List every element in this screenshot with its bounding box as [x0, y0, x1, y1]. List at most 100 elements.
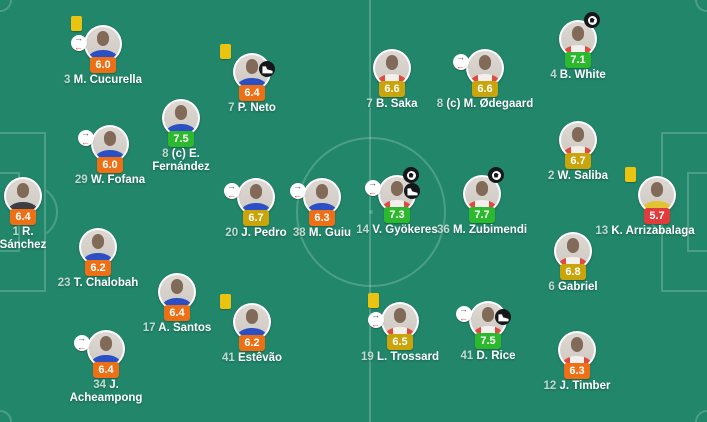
player-number: 17	[142, 322, 156, 334]
yellow-card-icon	[625, 167, 636, 182]
player[interactable]: 6.6 8 (c) M. Ødegaard	[437, 49, 533, 110]
player-number: 36	[436, 224, 450, 236]
player-number: 41	[460, 350, 474, 362]
player[interactable]: 7.7 36 M. Zubimendi	[437, 167, 527, 236]
player[interactable]: 6.0 3 M. Cucurella	[64, 16, 142, 86]
player-name: 29 W. Fofana	[64, 174, 156, 187]
player-number: 3	[64, 74, 71, 86]
player[interactable]: 6.2 23 T. Chalobah	[58, 228, 138, 289]
player-photo	[561, 123, 595, 157]
substitution-icon	[71, 34, 87, 52]
player-photo	[81, 230, 115, 264]
player-name: 7 B. Saka	[346, 98, 438, 111]
player-surname: B. White	[559, 69, 606, 81]
player-name: 34 J. Acheampong	[68, 379, 144, 405]
player-surname: R. Sánchez	[0, 226, 47, 251]
player-name: 38 M. Guiu	[276, 227, 368, 240]
substitution-icon	[368, 311, 384, 329]
player[interactable]: 6.7 20 J. Pedro	[224, 178, 287, 239]
player-rating-badge: 6.4	[93, 362, 119, 378]
player-rating-badge: 7.5	[168, 131, 194, 147]
player[interactable]: 6.4 17 A. Santos	[143, 273, 211, 334]
player-photo	[89, 332, 123, 366]
player-avatar	[554, 232, 592, 270]
assist-icon	[259, 61, 275, 77]
yellow-card-icon	[71, 16, 82, 31]
player-number: 6	[548, 281, 555, 293]
player[interactable]: 7.3 14 V. Gyökeres	[356, 167, 438, 236]
player-avatar	[4, 177, 42, 215]
player[interactable]: 7.5 41 D. Rice	[456, 301, 516, 362]
player-photo	[383, 304, 417, 338]
player-avatar	[233, 303, 271, 341]
player-rating-badge: 7.5	[475, 333, 501, 349]
player-surname: K. Arrizabalaga	[611, 225, 695, 237]
player-avatar	[79, 228, 117, 266]
player-avatar	[158, 273, 196, 311]
player[interactable]: 6.3 38 M. Guiu	[290, 178, 351, 239]
player[interactable]: 6.0 29 W. Fofana	[75, 125, 145, 186]
player-number: 2	[547, 170, 555, 182]
player[interactable]: 7.5 8 (c) E. Fernández	[152, 99, 210, 173]
player-number: 19	[361, 351, 374, 363]
player-surname: Gabriel	[557, 281, 598, 293]
player[interactable]: 6.5 19 L. Trossard	[361, 293, 439, 363]
player-name: 3 M. Cucurella	[57, 74, 149, 87]
player-rating-badge: 7.7	[469, 207, 495, 223]
player-rating-badge: 6.4	[239, 85, 265, 101]
player-number: 29	[74, 174, 88, 186]
player-rating-badge: 6.4	[10, 209, 36, 225]
player-avatar	[237, 178, 275, 216]
goal-area-right	[687, 172, 707, 252]
player-surname: W. Fofana	[90, 174, 146, 186]
player-surname: B. Saka	[376, 98, 418, 110]
player-surname: (c) E. Fernández	[152, 148, 210, 173]
substitution-icon	[224, 182, 240, 200]
player[interactable]: 6.4 1 R. Sánchez	[0, 177, 46, 251]
player-photo	[239, 180, 273, 214]
player-number: 34	[93, 379, 106, 391]
player[interactable]: 6.4 7 P. Neto	[220, 44, 276, 114]
player-number: 1	[12, 226, 19, 238]
player-photo	[93, 127, 127, 161]
player-rating-badge: 6.7	[565, 153, 591, 169]
penalty-box-left	[0, 132, 46, 292]
player-name: 4 B. White	[532, 69, 624, 82]
player-avatar	[87, 330, 125, 368]
player[interactable]: 5.7 13 K. Arrizabalaga	[595, 167, 695, 237]
player-rating-badge: 6.2	[239, 335, 265, 351]
player-rating-badge: 6.2	[85, 260, 111, 276]
substitution-icon	[456, 305, 472, 323]
player-rating-badge: 6.0	[90, 57, 116, 73]
player-photo	[6, 179, 40, 213]
player-surname: Estêvão	[237, 352, 283, 364]
player-name: 41 D. Rice	[442, 350, 534, 363]
player-number: 41	[221, 352, 235, 364]
player-rating-badge: 7.3	[384, 207, 410, 223]
player[interactable]: 6.6 7 B. Saka	[366, 49, 418, 110]
player-surname: J. Acheampong	[69, 379, 143, 404]
player-name: 17 A. Santos	[131, 322, 223, 335]
player-avatar	[381, 302, 419, 340]
player-surname: J. Timber	[559, 380, 611, 392]
player-photo	[86, 27, 120, 61]
player[interactable]: 6.7 2 W. Saliba	[548, 121, 608, 182]
player-name: 6 Gabriel	[527, 281, 619, 294]
player[interactable]: 6.4 34 J. Acheampong	[70, 330, 142, 404]
player-photo	[305, 180, 339, 214]
substitution-icon	[78, 129, 94, 147]
player[interactable]: 6.2 41 Estêvão	[220, 294, 282, 364]
player-name: 12 J. Timber	[531, 380, 623, 393]
player-surname: L. Trossard	[377, 351, 439, 363]
player-avatar	[91, 125, 129, 163]
player[interactable]: 6.8 6 Gabriel	[548, 232, 598, 293]
player-name: 14 V. Gyökeres	[345, 224, 449, 237]
player-surname: M. Guiu	[308, 227, 352, 239]
player[interactable]: 7.1 4 B. White	[550, 12, 606, 81]
player-surname: D. Rice	[476, 350, 516, 362]
player-photo	[468, 51, 502, 85]
player[interactable]: 6.3 12 J. Timber	[544, 331, 610, 392]
player-number: 13	[595, 225, 609, 237]
